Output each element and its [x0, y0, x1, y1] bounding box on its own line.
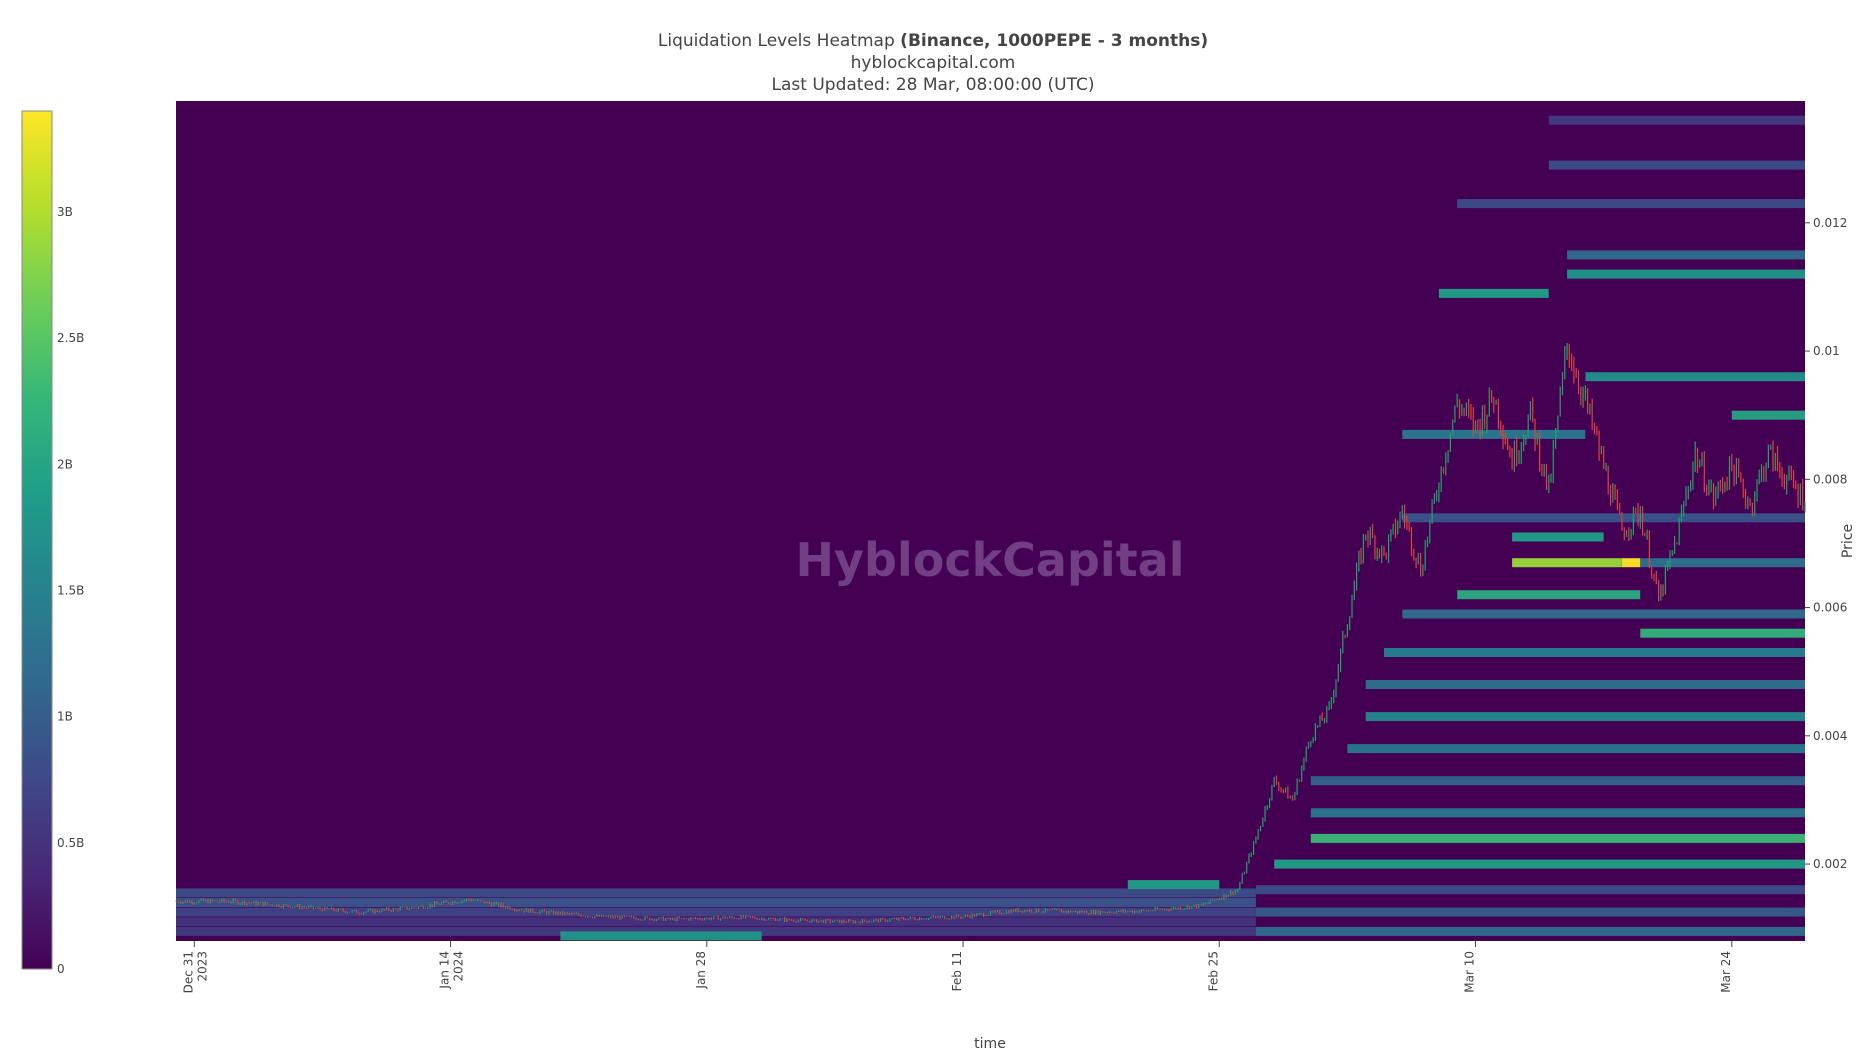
- liquidation-band: [1347, 744, 1805, 754]
- plot-area[interactable]: HyblockCapital: [175, 101, 1806, 941]
- chart-title-prefix: Liquidation Levels Heatmap: [657, 31, 901, 51]
- x-tick-label-line1: Mar 24: [1719, 951, 1733, 993]
- liquidation-band: [1402, 429, 1586, 439]
- liquidation-band: [1365, 680, 1805, 689]
- liquidation-band: [560, 931, 762, 941]
- y-tick-label: 0.002: [1813, 857, 1847, 871]
- colorbar-tick-label: 2.5B: [57, 331, 84, 345]
- liquidation-band: [1274, 859, 1805, 869]
- x-tick-label: Dec 31 2023: [181, 951, 209, 993]
- x-tick-label: Feb 11: [950, 951, 964, 991]
- colorbar-tick-label: 2B: [57, 457, 73, 471]
- liquidation-band: [1310, 808, 1805, 818]
- x-tick-label-line1: Feb 25: [1206, 951, 1220, 991]
- x-tick-label-line1: Jan 28: [694, 951, 708, 990]
- liquidation-band: [1384, 648, 1805, 657]
- liquidation-band: [1457, 199, 1805, 209]
- colorbar-tick-label: 0.5B: [57, 836, 84, 850]
- chart-title-bold: (Binance, 1000PEPE - 3 months): [900, 31, 1209, 51]
- liquidation-band: [1310, 833, 1805, 843]
- chart-title-block: Liquidation Levels Heatmap (Binance, 100…: [0, 30, 1866, 96]
- liquidation-band: [176, 898, 1256, 907]
- liquidation-band: [1585, 372, 1805, 382]
- liquidation-bands: [176, 115, 1805, 941]
- colorbar-tick-label: 1.5B: [57, 583, 84, 597]
- liquidation-band: [176, 907, 1256, 917]
- y-tick-label: 0.01: [1813, 344, 1840, 358]
- liquidation-band: [176, 888, 1256, 898]
- colorbar-labels: 0 0.5B 1B 1.5B 2B 2.5B 3B: [57, 205, 84, 976]
- x-tick-label: Feb 25: [1206, 951, 1220, 991]
- y-axis-title: Price: [1840, 524, 1856, 558]
- liquidation-band: [1310, 776, 1805, 786]
- liquidation-band: [1622, 558, 1641, 568]
- y-tick-label: 0.004: [1813, 729, 1847, 743]
- colorbar-tick-label: 3B: [57, 205, 73, 219]
- chart-title: Liquidation Levels Heatmap (Binance, 100…: [0, 30, 1866, 52]
- x-tick-label: Mar 24: [1719, 951, 1733, 993]
- x-axis-title: time: [974, 1036, 1006, 1050]
- liquidation-band: [1567, 250, 1805, 260]
- y-tick-label: 0.012: [1813, 216, 1847, 230]
- watermark: HyblockCapital: [796, 533, 1185, 587]
- x-tick-label: Jan 28: [694, 951, 708, 990]
- colorbar-scale: [21, 110, 53, 970]
- liquidation-band: [1402, 609, 1805, 619]
- x-tick-label-line2: 2023: [195, 951, 209, 982]
- price-axis: 0.002 0.004 0.006 0.008 0.01 0.012: [1805, 216, 1847, 871]
- liquidation-band: [1438, 288, 1549, 298]
- last-updated: Last Updated: 28 Mar, 08:00:00 (UTC): [771, 75, 1095, 95]
- colorbar-tick-label: 0: [57, 962, 65, 976]
- x-tick-label-line1: Jan 14: [438, 951, 452, 990]
- liquidation-band: [1512, 532, 1604, 542]
- liquidation-band: [1548, 115, 1805, 125]
- y-tick-label: 0.008: [1813, 472, 1847, 486]
- liquidation-band: [1548, 160, 1805, 170]
- x-tick-label: Jan 14 2024: [438, 951, 466, 990]
- liquidation-band: [1255, 907, 1805, 917]
- liquidation-band: [1731, 410, 1805, 420]
- x-tick-label-line1: Dec 31: [181, 951, 195, 993]
- time-axis: Dec 31 2023 Jan 14 2024 Jan 28 Feb 11 Feb 25 Ma…: [181, 941, 1733, 993]
- x-tick-label-line1: Mar 10: [1463, 951, 1477, 993]
- liquidation-band: [1512, 558, 1622, 568]
- colorbar-tick-label: 1B: [57, 710, 73, 724]
- liquidation-band: [1402, 513, 1805, 523]
- x-tick-label-line1: Feb 11: [950, 951, 964, 991]
- liquidation-band: [1255, 885, 1805, 895]
- liquidation-band: [1640, 628, 1805, 638]
- x-tick-label: Mar 10: [1463, 951, 1477, 993]
- liquidation-band: [1640, 558, 1805, 568]
- liquidation-band: [176, 917, 1256, 927]
- liquidation-band: [1365, 712, 1805, 722]
- liquidation-band: [1127, 880, 1220, 890]
- price-candles: [175, 343, 1806, 924]
- chart-subtitle: hyblockcapital.com: [850, 53, 1016, 73]
- liquidation-band: [1567, 269, 1805, 279]
- y-tick-label: 0.006: [1813, 601, 1847, 615]
- liquidation-band: [1457, 590, 1641, 600]
- liquidation-band: [1255, 926, 1805, 936]
- x-tick-label-line2: 2024: [452, 951, 466, 982]
- colorbar: 0 0.5B 1B 1.5B 2B 2.5B 3B: [21, 110, 84, 976]
